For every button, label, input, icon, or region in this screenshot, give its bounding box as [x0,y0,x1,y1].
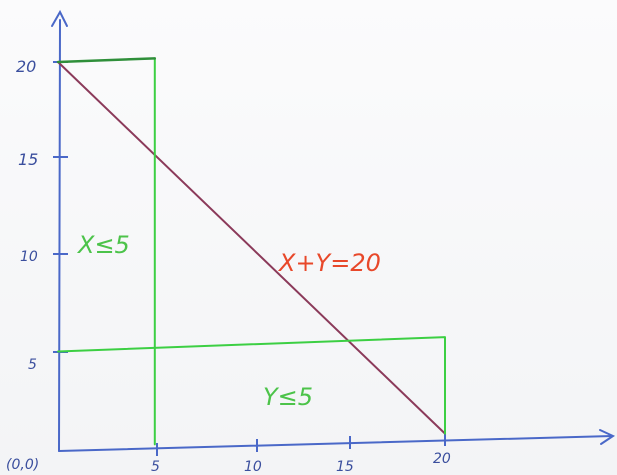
x-axis-arrow-icon [599,429,616,445]
x-tick-label-20: 20 [433,451,451,467]
line-y-le-5 [57,336,446,435]
y-tick-label-15: 15 [18,150,38,169]
line-x-le-5-cap [56,57,157,64]
x-tick-label-5: 5 [151,459,160,475]
y-tick-label-5: 5 [28,357,37,373]
origin-label: (0,0) [6,457,39,473]
line-x-plus-y-20 [57,61,446,435]
y-axis [58,19,61,452]
y-tick-label-20: 20 [16,57,36,76]
annotation-x-plus-y: X+Y=20 [277,249,381,277]
x-tick-label-10: 10 [244,459,262,475]
x-tick-label-15: 15 [336,459,354,475]
y-tick-label-10: 10 [20,249,38,265]
x-axis [58,435,613,452]
annotation-y-le-5: Y≤5 [263,383,313,411]
y-axis-arrow-icon [51,9,68,27]
annotation-x-le-5: X≤5 [76,231,130,259]
